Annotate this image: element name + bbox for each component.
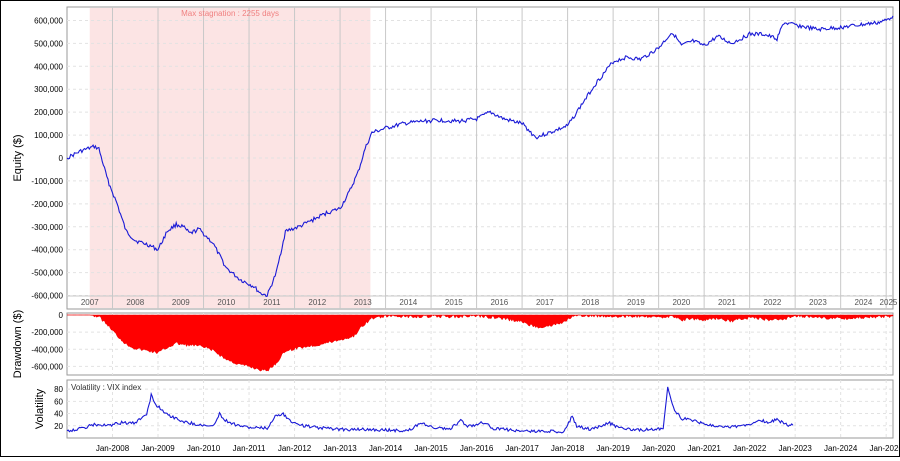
equity-year-label: 2017 [536,298,554,307]
volatility-axis-label: Volatility [34,388,46,429]
equity-year-label: 2011 [263,298,281,307]
equity-y-tick-label: -500,000 [31,269,63,278]
volatility-x-tick-label: Jan-2025 [869,444,899,453]
equity-year-label: 2024 [855,298,873,307]
stagnation-label: Max stagnation : 2255 days [181,9,279,18]
equity-year-label: 2019 [627,298,645,307]
volatility-y-tick-label: 40 [54,410,63,419]
equity-y-tick-label: -300,000 [31,223,63,232]
equity-gridlines [67,7,893,309]
drawdown-y-tick-label: -600,000 [31,362,63,371]
equity-panel: Max stagnation : 2255 days 600,000 500,00… [12,6,898,310]
equity-y-tick-label: 500,000 [34,39,63,48]
volatility-x-tick-label: Jan-2024 [824,444,858,453]
equity-year-label: 2023 [809,298,827,307]
equity-y-tick-label: 600,000 [34,16,63,25]
drawdown-area [67,314,894,372]
volatility-line [66,386,794,434]
volatility-x-tick-label: Jan-2019 [596,444,630,453]
equity-y-tick-label: -100,000 [31,177,63,186]
equity-year-label: 2022 [764,298,782,307]
equity-y-tick-label: 300,000 [34,85,63,94]
equity-year-label: 2021 [718,298,736,307]
equity-y-tick-label: -400,000 [31,246,63,255]
volatility-x-tick-label: Jan-2020 [642,444,676,453]
volatility-x-tick-label: Jan-2014 [369,444,403,453]
equity-year-label: 2018 [581,298,599,307]
equity-y-tick-label: -600,000 [31,292,63,301]
equity-y-ticks: 600,000 500,000 400,000 300,000 200,000 100,0… [31,16,63,300]
equity-year-labels: 2007 2008 2009 2010 2011 2012 2013 2014 2015 2016… [81,298,898,307]
volatility-x-tick-label: Jan-2022 [733,444,767,453]
equity-year-label: 2013 [354,298,372,307]
equity-year-label: 2009 [172,298,190,307]
equity-year-label: 2025 [880,298,898,307]
equity-year-label: 2007 [81,298,99,307]
volatility-x-tick-label: Jan-2011 [233,444,266,453]
equity-year-label: 2016 [490,298,508,307]
volatility-x-tick-label: Jan-2012 [278,444,312,453]
volatility-y-tick-label: 80 [54,385,63,394]
equity-year-label: 2010 [217,298,235,307]
volatility-x-tick-label: Jan-2015 [414,444,448,453]
equity-year-label: 2008 [126,298,144,307]
equity-line [66,15,894,298]
volatility-x-tick-label: Jan-2009 [141,444,175,453]
equity-year-label: 2020 [672,298,690,307]
volatility-panel: 20 40 60 80 Volatility : VIX index Volatili… [34,379,900,453]
volatility-x-tick-label: Jan-2016 [460,444,494,453]
equity-y-tick-label: -200,000 [31,200,63,209]
drawdown-y-ticks: 0 -200,000 -400,000 -600,000 [31,311,63,371]
volatility-x-tick-label: Jan-2021 [687,444,721,453]
equity-y-tick-label: 200,000 [34,108,63,117]
volatility-x-tick-label: Jan-2018 [551,444,585,453]
equity-axis-label: Equity ($) [12,134,24,181]
equity-year-label: 2014 [399,298,417,307]
drawdown-y-tick-label: 0 [59,311,64,320]
volatility-y-ticks: 20 40 60 80 [54,385,63,431]
volatility-x-tick-label: Jan-2008 [96,444,130,453]
volatility-legend: Volatility : VIX index [71,383,141,392]
volatility-x-tick-label: Jan-2013 [323,444,357,453]
volatility-x-tick-label: Jan-2010 [187,444,221,453]
volatility-x-tick-label: Jan-2017 [505,444,539,453]
drawdown-axis-label: Drawdown ($) [12,310,24,378]
volatility-plot-area [66,379,894,439]
volatility-y-tick-label: 60 [54,397,63,406]
drawdown-y-tick-label: -400,000 [31,345,63,354]
equity-y-tick-label: 100,000 [34,131,63,140]
volatility-x-ticks: Jan-2008 Jan-2009 Jan-2010 Jan-2011 Jan-2012… [96,444,900,453]
equity-year-label: 2015 [445,298,463,307]
drawdown-panel: 0 -200,000 -400,000 -600,000 Drawdown ($) [12,310,894,378]
equity-year-label: 2012 [308,298,326,307]
volatility-y-tick-label: 20 [54,422,63,431]
equity-y-tick-label: 400,000 [34,62,63,71]
equity-y-tick-label: 0 [59,154,64,163]
drawdown-y-tick-label: -200,000 [31,328,63,337]
volatility-x-tick-label: Jan-2023 [778,444,812,453]
